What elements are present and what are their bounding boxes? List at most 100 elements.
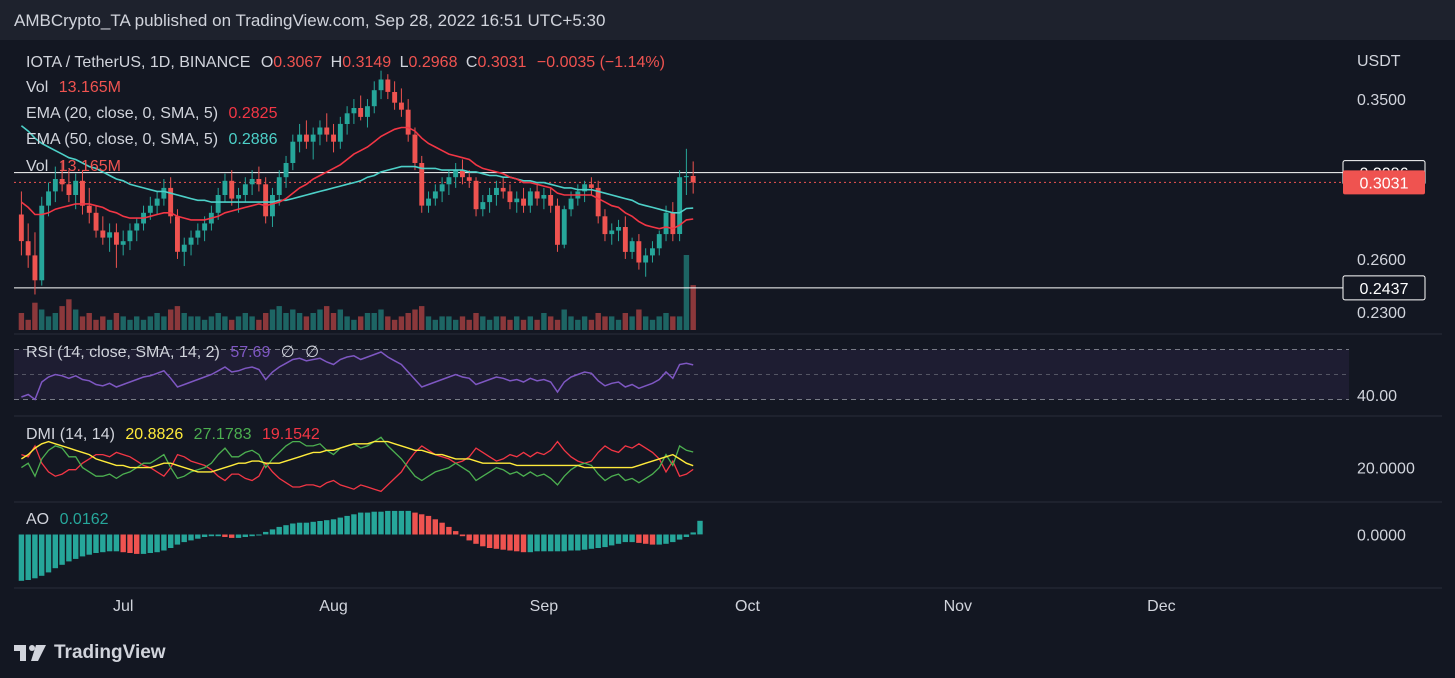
candle[interactable] xyxy=(636,241,642,263)
candle[interactable] xyxy=(236,195,241,199)
candle[interactable] xyxy=(80,180,85,206)
candle[interactable] xyxy=(453,170,459,178)
legend-ema50-label[interactable]: EMA (50, close, 0, SMA, 5) xyxy=(26,131,219,148)
candle[interactable] xyxy=(73,180,79,195)
candle[interactable] xyxy=(351,108,357,114)
candle[interactable] xyxy=(100,230,106,238)
candle[interactable] xyxy=(514,198,520,203)
candle[interactable] xyxy=(541,195,547,199)
candle[interactable] xyxy=(114,232,119,245)
candle[interactable] xyxy=(127,230,133,242)
legend-ema20-label[interactable]: EMA (20, close, 0, SMA, 5) xyxy=(26,105,219,122)
tradingview-logo[interactable]: TradingView xyxy=(14,642,166,664)
candle[interactable] xyxy=(534,191,540,199)
candle[interactable] xyxy=(222,180,228,195)
candle[interactable] xyxy=(561,209,567,245)
candle[interactable] xyxy=(59,179,65,185)
candle[interactable] xyxy=(683,176,689,178)
candle[interactable] xyxy=(304,134,309,142)
candle[interactable] xyxy=(582,184,588,192)
candle[interactable] xyxy=(507,191,513,203)
candle[interactable] xyxy=(378,79,384,91)
candle[interactable] xyxy=(622,227,628,252)
candle[interactable] xyxy=(405,109,411,135)
level-price-tag[interactable] xyxy=(1342,275,1426,301)
candle[interactable] xyxy=(371,90,377,107)
candle[interactable] xyxy=(188,237,194,245)
candle[interactable] xyxy=(25,241,31,256)
candle[interactable] xyxy=(256,179,262,185)
candle[interactable] xyxy=(86,205,92,213)
candle[interactable] xyxy=(602,216,608,235)
candle[interactable] xyxy=(107,232,113,238)
legend-ao-label[interactable]: AO xyxy=(26,511,50,528)
candle[interactable] xyxy=(487,195,493,203)
candle[interactable] xyxy=(46,191,51,206)
candle[interactable] xyxy=(650,248,655,256)
candle[interactable] xyxy=(161,187,167,199)
candle[interactable] xyxy=(609,230,615,235)
candle[interactable] xyxy=(521,198,526,206)
candle[interactable] xyxy=(616,227,621,231)
legend-symbol[interactable]: IOTA / TetherUS, 1D, BINANCE xyxy=(26,54,251,71)
candle[interactable] xyxy=(677,177,683,234)
candle[interactable] xyxy=(290,141,296,163)
candle[interactable] xyxy=(365,106,370,117)
candle[interactable] xyxy=(460,170,465,178)
candle[interactable] xyxy=(466,177,472,181)
current-price-tag[interactable] xyxy=(1343,170,1425,195)
candle[interactable] xyxy=(283,163,289,178)
candle[interactable] xyxy=(202,223,208,231)
chart-canvas[interactable]: 0.30860.30310.2437USDT0.35000.26000.2300… xyxy=(14,40,1442,627)
candle[interactable] xyxy=(494,187,499,195)
candle[interactable] xyxy=(195,230,201,238)
legend-vol2-label[interactable]: Vol xyxy=(26,158,49,175)
candle[interactable] xyxy=(66,184,72,195)
candle[interactable] xyxy=(93,212,99,231)
candle[interactable] xyxy=(439,184,445,192)
legend-dmi-label[interactable]: DMI (14, 14) xyxy=(26,426,115,443)
candle[interactable] xyxy=(276,177,282,195)
candle[interactable] xyxy=(432,191,438,199)
candle[interactable] xyxy=(147,205,153,213)
candle[interactable] xyxy=(242,184,248,195)
candle[interactable] xyxy=(324,127,330,135)
candle[interactable] xyxy=(690,176,696,183)
chart-area[interactable]: 0.30860.30310.2437USDT0.35000.26000.2300… xyxy=(14,40,1442,627)
legend-vol-label[interactable]: Vol xyxy=(26,79,49,96)
candle[interactable] xyxy=(426,198,431,206)
candle[interactable] xyxy=(120,241,126,245)
candle[interactable] xyxy=(229,180,235,199)
candle[interactable] xyxy=(446,177,452,185)
candle[interactable] xyxy=(154,198,160,206)
candle[interactable] xyxy=(344,113,350,124)
candle[interactable] xyxy=(527,191,533,206)
candle[interactable] xyxy=(588,184,594,188)
candle[interactable] xyxy=(331,134,336,142)
candle[interactable] xyxy=(39,205,45,281)
candle[interactable] xyxy=(385,79,391,92)
candle[interactable] xyxy=(32,255,38,281)
candle[interactable] xyxy=(249,179,255,185)
candle[interactable] xyxy=(419,163,425,206)
candle[interactable] xyxy=(643,255,649,263)
candle[interactable] xyxy=(548,195,554,206)
candle[interactable] xyxy=(670,212,676,235)
candle[interactable] xyxy=(18,214,24,242)
candle[interactable] xyxy=(181,244,187,252)
candle[interactable] xyxy=(52,179,58,192)
candle[interactable] xyxy=(263,184,269,217)
candle[interactable] xyxy=(555,205,560,245)
candle[interactable] xyxy=(134,223,140,231)
candle[interactable] xyxy=(500,187,506,192)
candle[interactable] xyxy=(656,234,662,249)
candle[interactable] xyxy=(595,187,601,217)
candle[interactable] xyxy=(629,241,635,252)
legend-rsi-label[interactable]: RSI (14, close, SMA, 14, 2) xyxy=(26,344,220,361)
candle[interactable] xyxy=(473,180,479,210)
candle[interactable] xyxy=(310,134,316,142)
candle[interactable] xyxy=(399,102,404,110)
candle[interactable] xyxy=(168,187,174,217)
candle[interactable] xyxy=(297,134,303,142)
candle[interactable] xyxy=(175,216,180,252)
